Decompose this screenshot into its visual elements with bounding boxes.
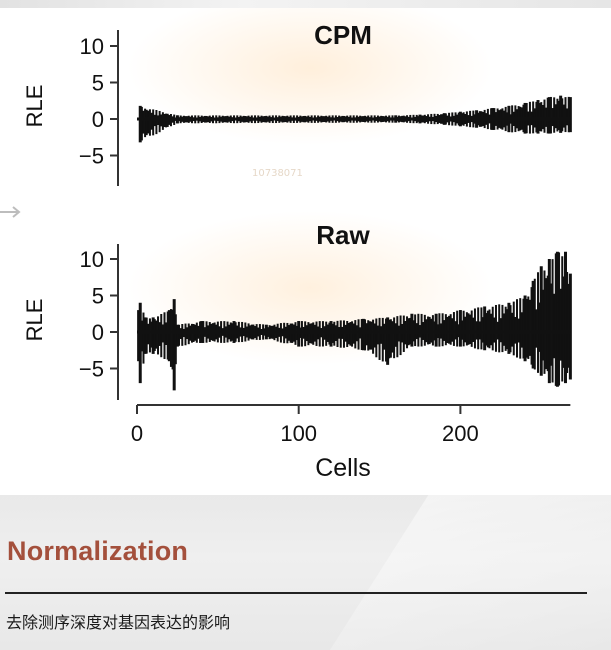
raw-y-ticks: 10 5 0 −5 — [79, 247, 118, 382]
x-tick-label: 0 — [131, 421, 143, 446]
x-tick-label: 200 — [442, 421, 479, 446]
x-tick-label: 100 — [280, 421, 317, 446]
raw-xlabel: Cells — [315, 454, 371, 482]
arrow-right-icon — [0, 206, 21, 218]
y-tick-label: 0 — [92, 107, 104, 132]
y-tick-label: 5 — [92, 71, 104, 96]
title-divider — [5, 592, 587, 594]
figure-panel: CPM RLE 10 5 0 −5 Raw RLE 10 5 0 −5 0 100 200 Ce… — [0, 8, 611, 495]
raw-title: Raw — [316, 220, 370, 250]
rle-figure: CPM RLE 10 5 0 −5 Raw RLE 10 5 0 −5 0 100 200 Ce… — [22, 20, 572, 482]
background-glow — [110, 8, 610, 495]
y-tick-label: 10 — [80, 34, 104, 59]
section-title: Normalization — [7, 536, 189, 566]
raw-bars — [137, 251, 572, 391]
raw-x-ticks: 0 100 200 — [131, 405, 479, 446]
cpm-ylabel: RLE — [22, 85, 47, 128]
cpm-title: CPM — [314, 20, 372, 50]
raw-panel: Raw RLE 10 5 0 −5 0 100 200 Cells — [22, 220, 572, 482]
raw-ylabel: RLE — [22, 299, 47, 342]
y-tick-label: −5 — [79, 357, 104, 382]
section-subtitle: 去除测序深度对基因表达的影响 — [6, 613, 231, 632]
y-tick-label: 0 — [92, 320, 104, 345]
y-tick-label: 5 — [92, 284, 104, 309]
cpm-y-ticks: 10 5 0 −5 — [79, 34, 118, 169]
watermark: 10738071 — [252, 168, 303, 179]
y-tick-label: −5 — [79, 144, 104, 169]
cpm-panel: CPM RLE 10 5 0 −5 — [22, 20, 572, 186]
y-tick-label: 10 — [80, 247, 104, 272]
top-strip — [0, 0, 611, 8]
